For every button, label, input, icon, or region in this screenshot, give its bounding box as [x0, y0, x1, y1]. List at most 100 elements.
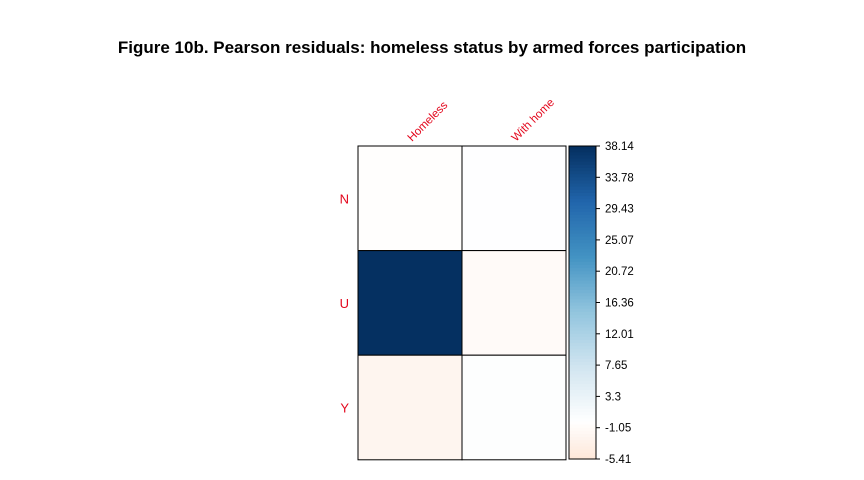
colorbar-segment — [569, 192, 596, 197]
colorbar-segment — [569, 214, 596, 219]
page-title: Figure 10b. Pearson residuals: homeless … — [117, 38, 747, 57]
colorbar-segment — [569, 346, 596, 351]
row-label-u: U — [340, 296, 349, 311]
colorbar-segment — [569, 186, 596, 191]
colorbar-segment — [569, 189, 596, 194]
colorbar-segment — [569, 443, 596, 448]
colorbar-segment — [569, 430, 596, 435]
colorbar-segment — [569, 277, 596, 282]
colorbar-segment — [569, 402, 596, 407]
colorbar-segment — [569, 283, 596, 288]
colorbar-segment — [569, 412, 596, 416]
colorbar-segment — [569, 324, 596, 329]
colorbar-segment — [569, 264, 596, 269]
colorbar-segment — [569, 361, 596, 366]
colorbar-segment — [569, 274, 596, 279]
colorbar-segment — [569, 415, 596, 419]
colorbar-segment — [569, 202, 596, 207]
colorbar-segment — [569, 449, 596, 454]
colorbar-segment — [569, 271, 596, 275]
colorbar-segment — [569, 224, 596, 228]
heatmap-cell-n-homeless — [357, 145, 463, 252]
colorbar-segment — [569, 208, 596, 213]
colorbar-segment — [569, 387, 596, 391]
colorbar-segment — [569, 227, 596, 232]
colorbar-segment — [569, 302, 596, 307]
column-label-homeless: Homeless — [406, 99, 451, 144]
colorbar-segment — [569, 230, 596, 235]
heatmap-cell-n-with-home — [461, 145, 567, 252]
row-label-y: Y — [340, 401, 349, 416]
colorbar-segment — [569, 171, 596, 175]
colorbar-segment — [569, 239, 596, 244]
colorbar-segment — [569, 158, 596, 163]
heatmap-cell-y-with-home — [461, 354, 567, 461]
heatmap-cell-u-with-home — [461, 250, 567, 356]
colorbar-segment — [569, 296, 596, 300]
colorbar-segment — [569, 236, 596, 241]
colorbar-segment — [569, 343, 596, 347]
colorbar-segment — [569, 383, 596, 388]
row-label-n: N — [340, 191, 349, 206]
colorbar-segment — [569, 149, 596, 153]
colorbar-segment — [569, 299, 596, 304]
colorbar-segment — [569, 424, 596, 429]
colorbar-segment — [569, 146, 596, 150]
colorbar-segment — [569, 280, 596, 285]
colorbar-segment — [569, 340, 596, 344]
colorbar-segment — [569, 155, 596, 160]
colorbar-segment — [569, 217, 596, 222]
colorbar-segment — [569, 418, 596, 423]
colorbar-segment — [569, 321, 596, 326]
colorbar-segment — [569, 305, 596, 310]
colorbar-segment — [569, 308, 596, 313]
colorbar-segment — [569, 349, 596, 354]
colorbar-segment — [569, 161, 596, 166]
colorbar-segment — [569, 377, 596, 382]
colorbar-tick-label: 20.72 — [605, 266, 634, 278]
colorbar-segment — [569, 365, 596, 369]
colorbar-segment — [569, 336, 596, 341]
colorbar-tick-label: 16.36 — [605, 298, 634, 310]
colorbar-segment — [569, 293, 596, 297]
colorbar-segment — [569, 368, 596, 372]
colorbar-segment — [569, 390, 596, 394]
colorbar-segment — [569, 371, 596, 376]
colorbar-segment — [569, 455, 596, 460]
colorbar-segment — [569, 327, 596, 332]
colorbar-segment — [569, 252, 596, 257]
colorbar-segment — [569, 249, 596, 254]
colorbar-segment — [569, 374, 596, 379]
colorbar-segment — [569, 352, 596, 357]
colorbar-segment — [569, 393, 596, 397]
colorbar-tick-label: 25.07 — [605, 235, 634, 247]
colorbar-segment — [569, 358, 596, 363]
column-labels: Homeless With home — [406, 97, 557, 144]
heatmap-cell-y-homeless — [357, 354, 463, 461]
colorbar-segment — [569, 408, 596, 413]
colorbar-tick-label: 3.3 — [605, 391, 621, 403]
colorbar-segment — [569, 180, 596, 185]
colorbar-segment — [569, 246, 596, 250]
colorbar-tick-label: 12.01 — [605, 329, 634, 341]
colorbar-segment — [569, 380, 596, 385]
row-labels: N U Y — [340, 191, 350, 415]
colorbar-segment — [569, 167, 596, 172]
colorbar-segment — [569, 399, 596, 404]
colorbar-segment — [569, 205, 596, 210]
colorbar-segment — [569, 330, 596, 335]
colorbar-segment — [569, 433, 596, 438]
colorbar-segment — [569, 355, 596, 360]
colorbar-tick-label: 33.78 — [605, 172, 634, 184]
column-label-with-home: With home — [510, 97, 557, 144]
colorbar-segment — [569, 152, 596, 156]
heatmap-cells — [357, 145, 567, 461]
colorbar-segment — [569, 315, 596, 319]
colorbar-segment — [569, 286, 596, 291]
colorbar-segment — [569, 440, 596, 444]
colorbar-segment — [569, 261, 596, 266]
colorbar-segment — [569, 421, 596, 426]
colorbar-segment — [569, 333, 596, 338]
colorbar-tick-label: -5.41 — [605, 454, 631, 466]
colorbar-segment — [569, 446, 596, 451]
